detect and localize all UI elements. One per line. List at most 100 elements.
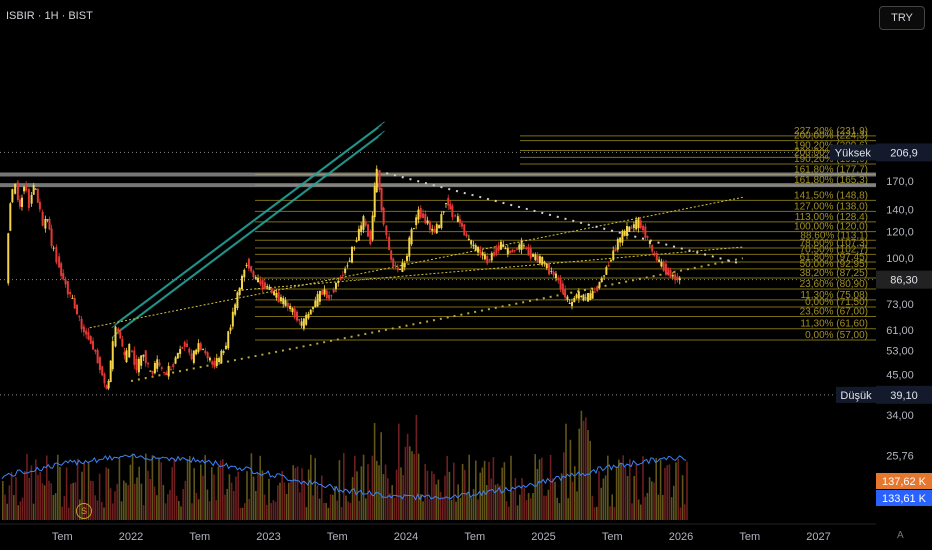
candle-body bbox=[289, 305, 292, 309]
volume-bar bbox=[222, 459, 224, 520]
candle-body bbox=[479, 249, 482, 254]
volume-bar bbox=[208, 501, 211, 520]
volume-bar bbox=[664, 467, 666, 520]
volume-bar bbox=[138, 466, 140, 520]
volume-bar bbox=[602, 478, 605, 520]
volume-bar bbox=[164, 503, 167, 520]
candle-body bbox=[309, 309, 312, 315]
candle-body bbox=[190, 353, 193, 360]
candle-body bbox=[282, 298, 285, 305]
tradingview-logo-icon[interactable]: A bbox=[897, 530, 904, 541]
volume-bar bbox=[389, 493, 391, 520]
volume-bar bbox=[21, 497, 24, 520]
volume-bar bbox=[442, 498, 444, 520]
volume-bar bbox=[224, 494, 226, 520]
volume-bar bbox=[571, 481, 574, 520]
volume-tag-2-bg bbox=[876, 490, 932, 506]
volume-bar bbox=[39, 472, 41, 520]
volume-bar bbox=[263, 494, 266, 520]
candle-body bbox=[344, 268, 347, 274]
candle-body bbox=[82, 326, 85, 333]
candle-body bbox=[211, 361, 214, 365]
volume-bar bbox=[15, 477, 17, 520]
volume-bar bbox=[475, 460, 477, 520]
x-tick-label: 2027 bbox=[806, 531, 830, 543]
candle-body bbox=[483, 254, 486, 260]
volume-bar bbox=[578, 428, 580, 520]
candle-body bbox=[123, 351, 126, 356]
volume-bar bbox=[52, 494, 55, 520]
candle-body bbox=[548, 263, 551, 275]
candle-body bbox=[307, 313, 310, 319]
volume-bar bbox=[90, 480, 92, 520]
volume-bar bbox=[191, 503, 193, 520]
volume-bar bbox=[541, 457, 543, 520]
currency-button[interactable]: TRY bbox=[879, 6, 925, 30]
volume-bar bbox=[567, 498, 569, 520]
candle-body bbox=[504, 248, 507, 250]
volume-bar bbox=[241, 507, 244, 520]
candle-body bbox=[516, 248, 518, 250]
candle-body bbox=[231, 311, 234, 327]
volume-bar bbox=[167, 494, 169, 520]
candle-body bbox=[142, 354, 145, 357]
candle-body bbox=[125, 350, 128, 363]
volume-bar bbox=[512, 490, 514, 520]
volume-bar bbox=[545, 495, 547, 520]
volume-bar bbox=[24, 471, 26, 520]
volume-bar bbox=[468, 454, 470, 520]
volume-bar bbox=[259, 455, 261, 520]
volume-bar bbox=[510, 455, 512, 520]
candle-body bbox=[332, 289, 335, 293]
fib-level-label: 23,60% (67,00) bbox=[800, 306, 868, 317]
candle-body bbox=[543, 261, 546, 264]
candle-body bbox=[55, 247, 58, 263]
candle-body bbox=[23, 186, 26, 192]
volume-bar bbox=[596, 506, 598, 520]
volume-bar bbox=[299, 492, 301, 520]
volume-bar bbox=[492, 457, 495, 520]
volume-bar bbox=[142, 505, 145, 520]
volume-bar bbox=[182, 489, 184, 520]
teal-channel-line bbox=[114, 124, 382, 326]
candle-body bbox=[362, 216, 365, 230]
volume-bar bbox=[387, 478, 389, 520]
y-tick-label: 34,00 bbox=[886, 410, 914, 422]
volume-bar bbox=[459, 497, 462, 520]
candle-body bbox=[653, 252, 656, 254]
y-tick-label: 73,00 bbox=[886, 299, 914, 311]
volume-bar bbox=[285, 493, 288, 520]
candle-body bbox=[14, 183, 17, 194]
fib-level-label: 0,00% (71,50) bbox=[805, 297, 868, 308]
candle-body bbox=[399, 269, 402, 271]
volume-bar bbox=[530, 498, 532, 520]
volume-bar bbox=[525, 500, 528, 520]
y-tick-label: 140,0 bbox=[886, 204, 914, 216]
volume-marker-icon[interactable]: S bbox=[76, 503, 92, 519]
volume-bar bbox=[321, 475, 323, 520]
volume-bar bbox=[268, 478, 270, 520]
volume-bar bbox=[556, 497, 558, 520]
candle-body bbox=[477, 247, 480, 253]
candle-body bbox=[662, 261, 665, 272]
fib-level-label: 11,30% (61,60) bbox=[800, 319, 868, 330]
candle-body bbox=[392, 258, 395, 267]
volume-bar bbox=[8, 485, 11, 520]
volume-bar bbox=[684, 504, 686, 520]
volume-bar bbox=[147, 470, 149, 520]
fib-level-label: 227,20% (231,9) bbox=[794, 126, 868, 137]
candle-body bbox=[651, 244, 654, 252]
candle-body bbox=[321, 290, 324, 295]
volume-bar bbox=[618, 459, 620, 520]
volume-bar bbox=[131, 453, 134, 520]
candle-body bbox=[658, 259, 661, 262]
volume-bar bbox=[569, 439, 572, 520]
volume-bar bbox=[534, 454, 536, 520]
candle-body bbox=[284, 300, 287, 306]
volume-bar bbox=[173, 458, 176, 520]
volume-bar bbox=[409, 446, 411, 520]
volume-bar bbox=[424, 463, 426, 520]
volume-bar bbox=[72, 482, 74, 520]
candle-body bbox=[367, 224, 370, 237]
